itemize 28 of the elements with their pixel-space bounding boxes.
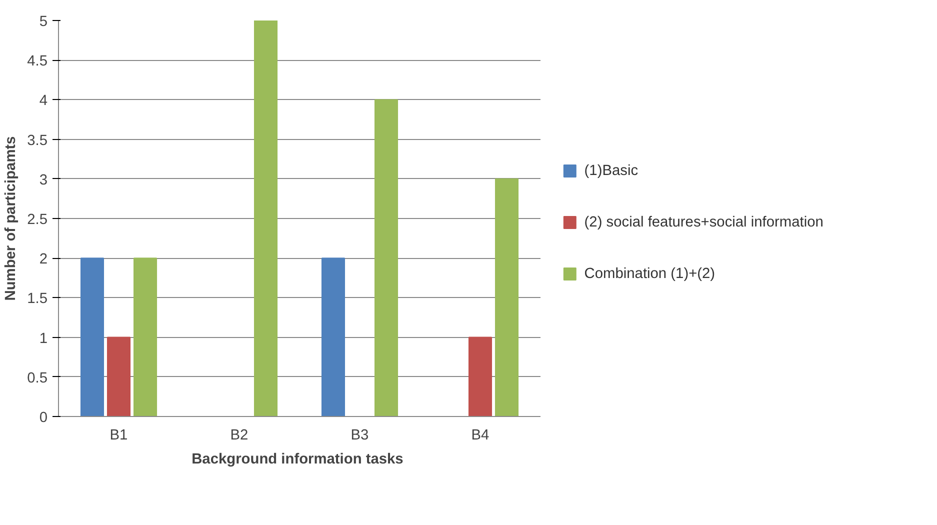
x-tick-label: B1 xyxy=(110,428,128,444)
bar xyxy=(321,258,346,416)
legend-label: Combination (1)+(2) xyxy=(584,266,716,282)
bar xyxy=(254,20,278,416)
y-tick-label: 2.5 xyxy=(27,212,48,228)
y-tick-label: 4 xyxy=(39,93,48,110)
y-tick-label: 0.5 xyxy=(27,370,48,386)
legend-label: (2) social features+social information xyxy=(584,214,824,230)
x-tick-label: B3 xyxy=(350,428,369,444)
x-tick-label: B4 xyxy=(471,428,490,444)
x-tick-label: B2 xyxy=(230,428,248,444)
y-tick-label: 3.5 xyxy=(27,132,48,149)
y-tick-label: 2 xyxy=(39,252,48,268)
bar xyxy=(133,258,158,416)
y-tick-label: 0 xyxy=(39,410,48,426)
bar xyxy=(374,99,398,416)
legend-label: (1)Basic xyxy=(584,162,638,179)
bar xyxy=(468,336,492,416)
bar xyxy=(494,178,519,416)
y-tick-label: 3 xyxy=(39,172,48,188)
y-axis-title: Number of participamts xyxy=(3,136,20,301)
bar xyxy=(80,258,104,416)
y-tick-label: 4.5 xyxy=(27,54,48,70)
bar xyxy=(106,336,131,416)
y-tick-label: 5 xyxy=(39,14,48,30)
y-tick-label: 1 xyxy=(39,330,48,347)
y-tick-label: 1.5 xyxy=(27,291,48,308)
x-axis-title: Background information tasks xyxy=(192,452,404,468)
